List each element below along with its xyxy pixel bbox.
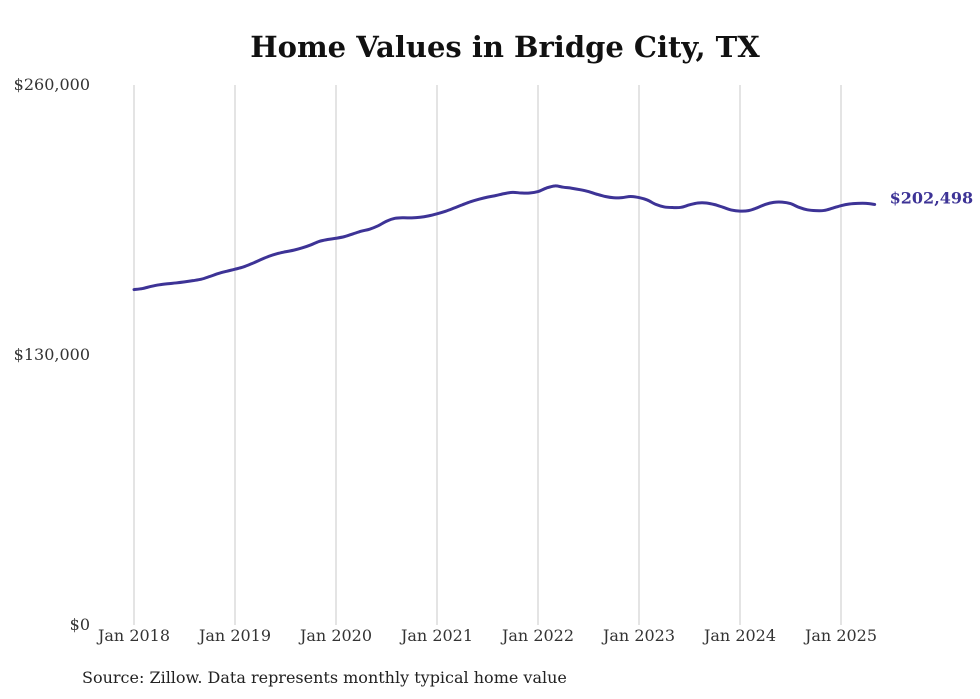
end-value-label: $202,498 bbox=[890, 188, 974, 207]
x-tick-label: Jan 2025 bbox=[803, 626, 877, 645]
y-tick-label: $130,000 bbox=[14, 345, 90, 364]
y-axis-tick-labels: $0 $130,000 $260,000 bbox=[14, 75, 90, 634]
x-tick-label: Jan 2019 bbox=[197, 626, 271, 645]
y-tick-label: $260,000 bbox=[14, 75, 90, 94]
y-tick-label: $0 bbox=[70, 615, 90, 634]
x-tick-label: Jan 2024 bbox=[702, 626, 776, 645]
series-line bbox=[132, 184, 877, 292]
source-note: Source: Zillow. Data represents monthly … bbox=[82, 668, 567, 687]
x-tick-label: Jan 2020 bbox=[298, 626, 372, 645]
x-tick-label: Jan 2021 bbox=[399, 626, 473, 645]
chart-title: Home Values in Bridge City, TX bbox=[250, 30, 760, 64]
x-tick-label: Jan 2018 bbox=[96, 626, 170, 645]
x-tick-label: Jan 2023 bbox=[601, 626, 675, 645]
gridlines bbox=[133, 85, 842, 625]
x-axis-tick-labels: Jan 2018 Jan 2019 Jan 2020 Jan 2021 Jan 2022… bbox=[96, 626, 877, 645]
x-tick-label: Jan 2022 bbox=[500, 626, 574, 645]
